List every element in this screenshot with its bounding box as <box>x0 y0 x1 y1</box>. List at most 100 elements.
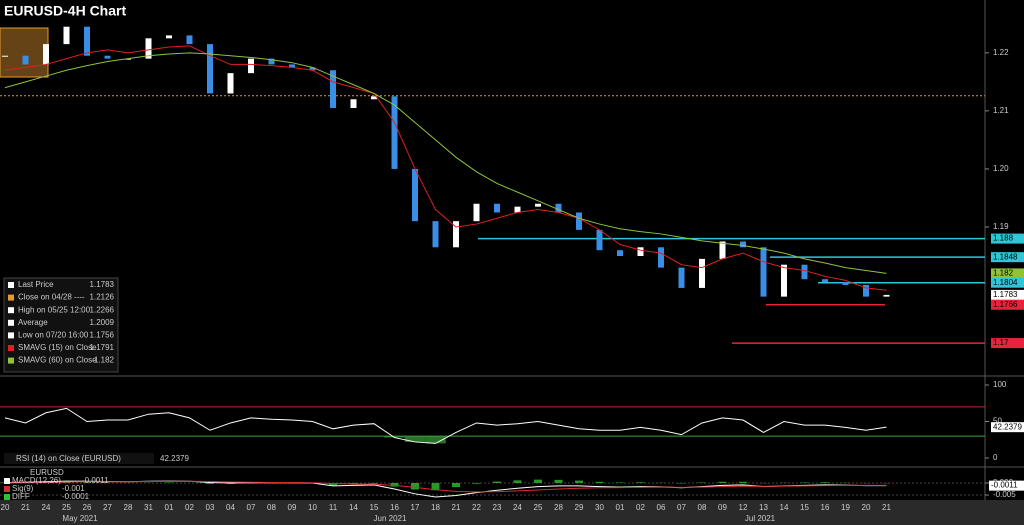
candle <box>740 241 746 248</box>
candle <box>596 229 603 251</box>
legend-label: SMAVG (60) on Close <box>18 356 97 365</box>
diff-bar <box>329 482 337 486</box>
y-tick-label: 50 <box>993 417 1002 426</box>
x-tick-label: 26 <box>83 503 92 512</box>
x-tick-label: 09 <box>288 503 297 512</box>
x-tick-label: 16 <box>390 503 399 512</box>
sma-line <box>4 45 887 291</box>
price-tag <box>991 277 1024 288</box>
legend-value: -0.0011 <box>82 476 109 485</box>
candle <box>371 96 377 100</box>
price-tag-label: 42.2379 <box>993 422 1022 431</box>
x-tick-label: 01 <box>616 503 625 512</box>
y-tick-label: 1.22 <box>993 48 1009 57</box>
legend-swatch <box>4 486 10 492</box>
legend-label: Last Price <box>18 280 54 289</box>
candle <box>678 267 685 288</box>
candle <box>576 212 582 230</box>
legend-value: 1.1791 <box>90 343 115 352</box>
price-tag-label: 1.17 <box>993 338 1009 347</box>
macd-title: EURUSD <box>30 468 64 477</box>
x-tick-label: 01 <box>165 503 174 512</box>
price-tag <box>991 422 1024 433</box>
candle <box>166 35 172 39</box>
legend-swatch <box>4 494 10 500</box>
x-tick-label: 07 <box>677 503 686 512</box>
rsi-label-box <box>4 453 154 464</box>
x-tick-label: 18 <box>431 503 440 512</box>
candle <box>227 73 234 94</box>
diff-bar <box>718 481 727 483</box>
candle <box>494 203 500 213</box>
legend-swatch <box>4 478 10 484</box>
y-tick-label: 0 <box>993 453 998 462</box>
rsi-line <box>4 407 887 444</box>
candle <box>781 264 787 297</box>
candle <box>535 203 541 207</box>
x-tick-label: 24 <box>42 503 51 512</box>
oversold-fill <box>404 436 426 442</box>
legend-label: High on 05/25 12:00 <box>18 305 91 314</box>
rsi-label: RSI (14) on Close (EURUSD) <box>16 454 121 463</box>
candle <box>84 26 90 56</box>
diff-bar <box>513 480 522 483</box>
rsi-last: 42.2379 <box>160 454 189 463</box>
x-tick-label: 31 <box>144 503 153 512</box>
x-tick-label: 02 <box>185 503 194 512</box>
candle <box>268 58 275 65</box>
legend-label: SMAVG (15) on Close <box>18 343 97 352</box>
diff-bar <box>370 482 378 484</box>
x-tick-label: 28 <box>554 503 563 512</box>
legend-swatch <box>8 332 14 339</box>
candle <box>412 168 418 222</box>
diff-bar <box>452 482 460 488</box>
macd-line <box>4 480 887 493</box>
x-tick-label: 09 <box>718 503 727 512</box>
y-tick-label: -0.005 <box>993 490 1016 499</box>
diff-bar <box>206 482 214 484</box>
candle <box>43 44 49 65</box>
x-tick-label: 24 <box>513 503 522 512</box>
candle <box>2 55 8 57</box>
price-tag <box>991 233 1024 244</box>
price-tag <box>991 268 1024 279</box>
x-tick-label: 20 <box>862 503 871 512</box>
candle <box>719 241 726 259</box>
x-tick-label: 17 <box>411 503 420 512</box>
legend-value: 1.2126 <box>90 293 115 302</box>
x-tick-label: 21 <box>21 503 30 512</box>
price-tag <box>991 299 1024 310</box>
legend-swatch <box>8 319 14 326</box>
x-tick-label: 21 <box>882 503 891 512</box>
candle <box>63 26 70 45</box>
x-tick-label: 25 <box>62 503 71 512</box>
price-tag-label: -0.0011 <box>991 481 1018 490</box>
diff-bar <box>493 481 501 483</box>
diff-bar <box>739 481 747 483</box>
x-tick-label: 27 <box>103 503 112 512</box>
legend-label: DIFF <box>12 492 30 501</box>
candle <box>330 70 336 108</box>
candle <box>432 221 439 248</box>
diff-bar <box>821 482 829 483</box>
x-tick-label: 15 <box>800 503 809 512</box>
x-tick-label: 03 <box>206 503 215 512</box>
candle <box>248 58 254 74</box>
diff-bar <box>554 479 563 483</box>
price-tag-label: 1.1804 <box>993 278 1018 287</box>
price-tag-label: 1.1766 <box>993 300 1018 309</box>
price-tag-label: 1.182 <box>993 269 1014 278</box>
oversold-fill <box>425 436 446 444</box>
diff-bar <box>411 482 419 490</box>
candle <box>289 64 295 68</box>
candle <box>309 67 316 71</box>
diff-bar <box>534 479 542 483</box>
month-label: May 2021 <box>62 514 98 523</box>
candle <box>699 258 705 288</box>
candle <box>473 203 480 222</box>
legend: Last Price 1.1783 Close on 04/28 ---- 1.212… <box>3 277 119 373</box>
y-tick-label: 100 <box>993 380 1007 389</box>
candle <box>555 203 562 213</box>
